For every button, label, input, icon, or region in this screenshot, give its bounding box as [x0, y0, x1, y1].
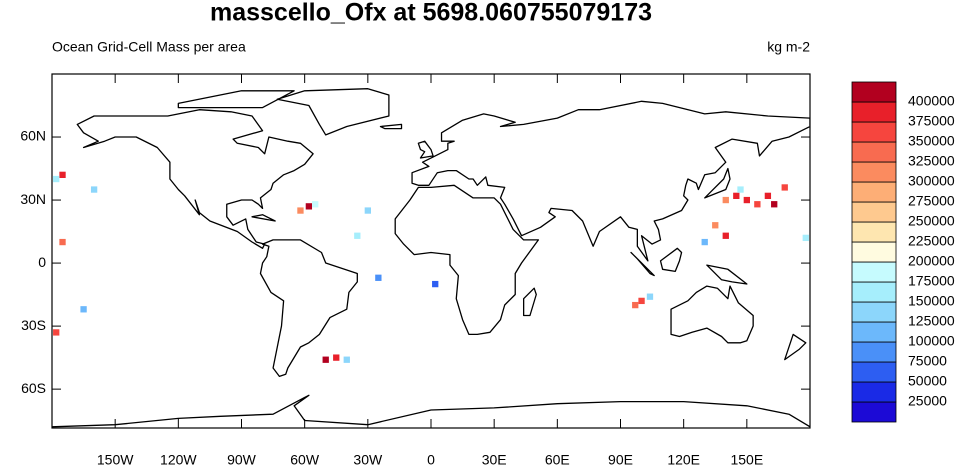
colorbar-label: 25000: [908, 393, 947, 409]
data-cell: [743, 196, 750, 204]
colorbar: 25000 50000 75000 100000 125000 150000 175000 2…: [851, 81, 955, 423]
colorbar-box: [851, 301, 897, 323]
data-cell: [802, 234, 809, 242]
colorbar-label: 175000: [908, 273, 955, 289]
colorbar-label: 375000: [908, 113, 955, 129]
data-cell: [343, 356, 350, 363]
data-cell: [333, 354, 340, 361]
x-tick-label: 60W: [290, 452, 320, 466]
colorbar-label: 50000: [908, 373, 947, 389]
x-tick-label: 90W: [227, 452, 257, 466]
data-cell: [781, 184, 788, 191]
colorbar-box: [851, 121, 897, 143]
coastline: [395, 185, 538, 334]
subtitle-right: kg m-2: [767, 39, 810, 55]
plot-frame: [51, 73, 811, 429]
y-tick-label: 30N: [20, 191, 46, 207]
data-cell: [59, 171, 66, 178]
colorbar-label: 325000: [908, 153, 955, 169]
colorbar-label: 350000: [908, 133, 955, 149]
x-tick-label: 120W: [160, 452, 197, 466]
data-cell: [701, 238, 708, 246]
data-cell: [771, 201, 778, 208]
axes: 150W 120W 90W 60W 30W 0 30E 60E 90E 120E 150E 60S 30…: [20, 74, 810, 466]
data-cell: [80, 306, 87, 313]
x-tick-label: 150E: [730, 452, 763, 466]
x-tick-label: 150W: [97, 452, 134, 466]
data-cell: [432, 280, 439, 288]
colorbar-box: [851, 101, 897, 123]
data-cell: [354, 232, 361, 239]
colorbar-label: 300000: [908, 173, 955, 189]
data-cell: [297, 207, 304, 214]
subtitle-left: Ocean Grid-Cell Mass per area: [52, 39, 246, 55]
coastlines: [52, 89, 810, 427]
coastline: [631, 248, 806, 359]
coastline: [178, 89, 401, 135]
data-cell: [53, 175, 60, 183]
colorbar-box: [851, 281, 897, 303]
colorbar-box: [851, 401, 897, 423]
colorbar-label: 275000: [908, 193, 955, 209]
y-tick-label: 60N: [20, 128, 46, 144]
colorbar-box: [851, 381, 897, 403]
data-cell: [638, 297, 645, 305]
colorbar-label: 200000: [908, 253, 955, 269]
data-cell: [312, 201, 319, 208]
colorbar-label: 225000: [908, 233, 955, 249]
data-layer: [53, 171, 809, 363]
data-cell: [712, 222, 719, 229]
x-tick-label: 90E: [608, 452, 633, 466]
data-cell: [364, 207, 371, 214]
colorbar-box: [851, 361, 897, 383]
coastline: [412, 101, 810, 261]
colorbar-label: 125000: [908, 313, 955, 329]
colorbar-box: [851, 221, 897, 243]
coastline: [77, 110, 313, 249]
data-cell: [90, 186, 98, 193]
data-cell: [733, 192, 740, 200]
data-cell: [646, 293, 654, 300]
x-tick-label: 30W: [353, 452, 383, 466]
colorbar-label: 150000: [908, 293, 955, 309]
colorbar-box: [851, 81, 897, 103]
data-cell: [754, 201, 761, 208]
colorbar-box: [851, 201, 897, 223]
colorbar-box: [851, 261, 897, 283]
data-cell: [322, 356, 329, 363]
y-tick-label: 0: [38, 254, 46, 270]
colorbar-label: 100000: [908, 333, 955, 349]
colorbar-box: [851, 321, 897, 343]
data-cell: [722, 196, 729, 204]
chart-title: masscello_Ofx at 5698.060755079173: [210, 0, 652, 27]
data-cell: [764, 192, 772, 200]
data-cell: [737, 186, 744, 193]
colorbar-box: [851, 181, 897, 203]
y-tick-label: 30S: [21, 317, 46, 333]
coastline: [252, 215, 357, 377]
data-cell: [53, 329, 60, 336]
coastline: [52, 395, 810, 427]
x-tick-label: 60E: [545, 452, 570, 466]
colorbar-label: 400000: [908, 93, 955, 109]
x-tick-label: 0: [427, 452, 435, 466]
data-cell: [375, 274, 382, 281]
x-tick-label: 30E: [482, 452, 507, 466]
data-cell: [305, 203, 313, 210]
colorbar-box: [851, 341, 897, 363]
y-tick-label: 60S: [21, 380, 46, 396]
data-cell: [59, 238, 66, 246]
x-tick-label: 120E: [667, 452, 700, 466]
coastline: [671, 286, 753, 343]
colorbar-label: 75000: [908, 353, 947, 369]
colorbar-label: 250000: [908, 213, 955, 229]
colorbar-box: [851, 241, 897, 263]
data-cell: [722, 232, 729, 239]
data-cell: [632, 301, 639, 309]
colorbar-box: [851, 161, 897, 183]
colorbar-box: [851, 141, 897, 163]
